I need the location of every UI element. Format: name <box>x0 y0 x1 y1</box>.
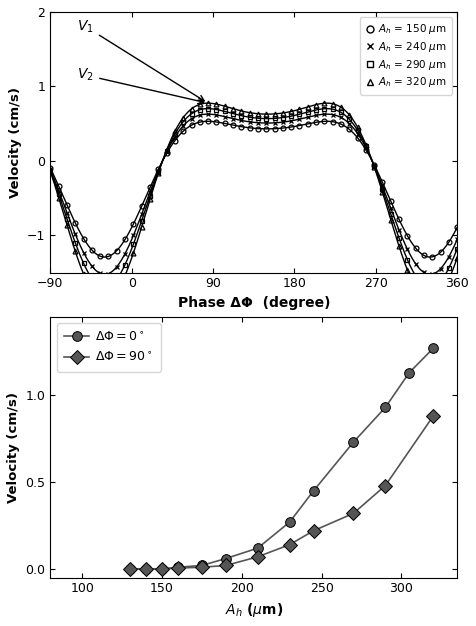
$\Delta\Phi = 0\,^{\circ}$ <box>175 563 181 571</box>
$\Delta\Phi = 90\,^{\circ}$ <box>255 553 261 560</box>
Y-axis label: Velocity (cm/s): Velocity (cm/s) <box>9 87 21 198</box>
$\Delta\Phi = 0\,^{\circ}$ <box>351 438 357 446</box>
X-axis label: Phase ΔΦ  (degree): Phase ΔΦ (degree) <box>178 296 330 310</box>
Legend: $\Delta\Phi = 0\,^{\circ}$, $\Delta\Phi = 90\,^{\circ}$: $\Delta\Phi = 0\,^{\circ}$, $\Delta\Phi … <box>57 323 161 372</box>
Text: $V_2$: $V_2$ <box>78 67 204 104</box>
$\Delta\Phi = 0\,^{\circ}$ <box>287 518 293 526</box>
$\Delta\Phi = 90\,^{\circ}$ <box>311 527 317 535</box>
X-axis label: $A_h$ ($\mu$m): $A_h$ ($\mu$m) <box>225 601 283 619</box>
$\Delta\Phi = 0\,^{\circ}$ <box>143 565 149 573</box>
$\Delta\Phi = 90\,^{\circ}$ <box>383 482 388 490</box>
$\Delta\Phi = 0\,^{\circ}$ <box>311 487 317 495</box>
$\Delta\Phi = 90\,^{\circ}$ <box>287 541 293 548</box>
$\Delta\Phi = 90\,^{\circ}$ <box>199 563 205 571</box>
Legend: $A_h$ = 150 $\mu$m, $A_h$ = 240 $\mu$m, $A_h$ = 290 $\mu$m, $A_h$ = 320 $\mu$m: $A_h$ = 150 $\mu$m, $A_h$ = 240 $\mu$m, … <box>360 17 452 95</box>
Y-axis label: Velocity (cm/s): Velocity (cm/s) <box>7 392 20 503</box>
Line: $\Delta\Phi = 0\,^{\circ}$: $\Delta\Phi = 0\,^{\circ}$ <box>125 344 438 574</box>
$\Delta\Phi = 0\,^{\circ}$ <box>127 565 133 573</box>
$\Delta\Phi = 90\,^{\circ}$ <box>430 413 436 420</box>
$\Delta\Phi = 90\,^{\circ}$ <box>159 565 165 573</box>
$\Delta\Phi = 0\,^{\circ}$ <box>159 565 165 573</box>
$\Delta\Phi = 90\,^{\circ}$ <box>127 565 133 573</box>
$\Delta\Phi = 90\,^{\circ}$ <box>223 562 228 569</box>
$\Delta\Phi = 90\,^{\circ}$ <box>143 565 149 573</box>
$\Delta\Phi = 0\,^{\circ}$ <box>407 369 412 376</box>
$\Delta\Phi = 90\,^{\circ}$ <box>175 564 181 572</box>
$\Delta\Phi = 90\,^{\circ}$ <box>351 510 357 517</box>
$\Delta\Phi = 0\,^{\circ}$ <box>223 555 228 562</box>
Line: $\Delta\Phi = 90\,^{\circ}$: $\Delta\Phi = 90\,^{\circ}$ <box>125 411 438 574</box>
$\Delta\Phi = 0\,^{\circ}$ <box>255 545 261 552</box>
$\Delta\Phi = 0\,^{\circ}$ <box>383 404 388 411</box>
$\Delta\Phi = 0\,^{\circ}$ <box>430 344 436 352</box>
Text: $V_1$: $V_1$ <box>78 19 204 101</box>
$\Delta\Phi = 0\,^{\circ}$ <box>199 562 205 569</box>
